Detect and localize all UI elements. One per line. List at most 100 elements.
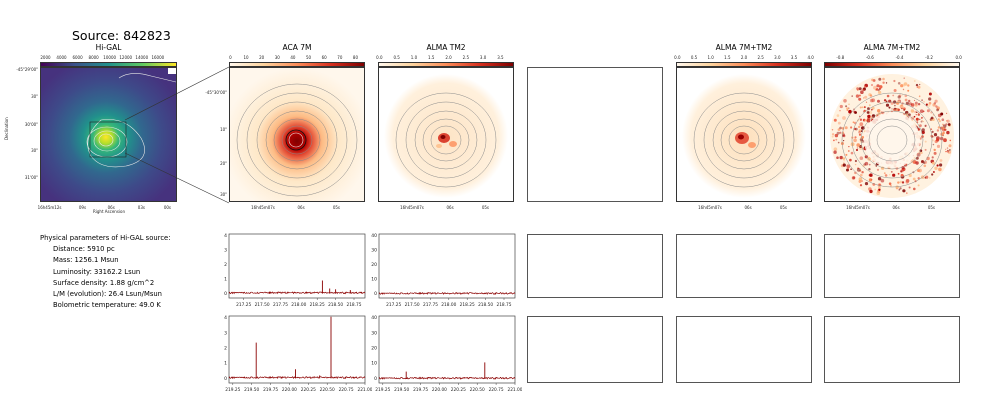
speckle xyxy=(846,164,851,169)
speckle xyxy=(836,156,839,159)
spectrum-y-tick: 40 xyxy=(371,315,377,321)
speckle xyxy=(913,99,916,102)
speckle xyxy=(910,109,915,113)
speckle xyxy=(913,187,916,191)
speckle xyxy=(852,121,855,124)
speckle xyxy=(921,135,924,138)
speckle xyxy=(859,118,863,121)
speckle xyxy=(905,180,909,184)
speckle xyxy=(873,85,877,90)
speckle xyxy=(854,163,857,166)
colorbar-tick: 50 xyxy=(306,55,312,60)
speckle xyxy=(919,83,921,86)
higal-image xyxy=(40,67,177,202)
speckle xyxy=(899,187,902,190)
speckle xyxy=(924,148,927,151)
speckle xyxy=(939,163,943,167)
speckle xyxy=(903,77,905,79)
speckle xyxy=(889,174,891,176)
speckle xyxy=(902,83,906,87)
colorbar-tick: 3.0 xyxy=(479,55,487,60)
speckle xyxy=(845,153,848,156)
x-tick-label: 06s xyxy=(107,205,115,210)
speckle xyxy=(932,143,935,146)
speckle xyxy=(888,106,891,109)
speckle xyxy=(901,181,905,184)
speckle xyxy=(856,89,859,91)
speckle xyxy=(928,97,932,101)
x-tick-label: 16h45m07s xyxy=(846,205,870,210)
speckle xyxy=(942,123,944,126)
spectrum-x-tick: 221.00 xyxy=(507,387,522,393)
colorbar-tick: 0 xyxy=(229,55,232,60)
speckle xyxy=(897,100,900,104)
speckle xyxy=(862,88,865,91)
speckle xyxy=(885,82,888,84)
spectrum-x-tick: 219.50 xyxy=(244,387,259,393)
speckle xyxy=(892,108,896,111)
speckle xyxy=(920,120,923,123)
colorbar-tick: 4000 xyxy=(56,55,67,60)
speckle xyxy=(868,163,871,166)
page-title: Source: 842823 xyxy=(72,28,171,43)
empty-panel-row1 xyxy=(527,234,663,298)
speckle xyxy=(839,110,841,112)
speckle xyxy=(888,182,892,185)
speckle xyxy=(894,104,896,107)
speckle xyxy=(849,158,852,162)
speckle xyxy=(858,177,863,181)
spectrum-y-tick: 0 xyxy=(374,376,377,382)
y-tick-label: -45°29'00" xyxy=(16,66,38,72)
aca-spectrum-row1: 0 1 2 3 4 217.25 217.50 217.75 218.00 218.25 218.5… xyxy=(224,233,366,308)
speckle xyxy=(844,126,848,130)
speckle xyxy=(898,94,902,98)
x-tick-label: 09s xyxy=(78,205,87,210)
physical-params: Physical parameters of Hi-GAL source: Di… xyxy=(40,233,171,311)
speckle xyxy=(879,85,883,89)
spectrum-x-tick: 220.50 xyxy=(470,387,485,393)
x-tick-label: 05s xyxy=(481,205,490,210)
param-luminosity: Luminosity: 33162.2 Lsun xyxy=(53,267,141,276)
speckle xyxy=(833,139,835,142)
speckle xyxy=(848,103,850,106)
spectrum-y-tick: 30 xyxy=(371,330,377,336)
speckle xyxy=(932,114,934,116)
y-tick-label: 10" xyxy=(220,127,227,133)
speckle xyxy=(848,109,852,114)
y-tick-label: 31'00" xyxy=(24,174,38,180)
empty-panel-row2 xyxy=(527,316,663,383)
speckle xyxy=(877,90,882,95)
param-distance: Distance: 5910 pc xyxy=(53,245,115,254)
speckle xyxy=(931,156,934,159)
params-header: Physical parameters of Hi-GAL source: xyxy=(40,234,171,242)
spectrum-x-tick: 219.75 xyxy=(263,387,278,393)
speckle xyxy=(848,146,850,148)
spectrum-x-tick: 217.50 xyxy=(255,302,270,308)
speckle xyxy=(855,94,860,98)
spectrum-y-tick: 2 xyxy=(224,262,227,268)
speckle xyxy=(936,129,940,132)
speckle xyxy=(933,136,935,138)
spectrum-y-tick: 4 xyxy=(224,315,227,321)
spectrum-x-tick: 217.75 xyxy=(273,302,288,308)
speckle xyxy=(904,98,908,102)
combo-title: ALMA 7M+TM2 xyxy=(715,43,773,52)
colorbar-tick: 4.0 xyxy=(807,55,814,60)
speckle xyxy=(861,180,863,182)
combo-neg-spectrum-row1 xyxy=(824,234,960,298)
speckle xyxy=(839,155,843,160)
spectrum-x-tick: 217.25 xyxy=(386,302,401,308)
speckle xyxy=(856,147,859,149)
speckle xyxy=(900,170,903,173)
spectrum-y-tick: 0 xyxy=(224,376,227,382)
speckle xyxy=(843,160,845,162)
spectrum-frame xyxy=(228,315,366,384)
speckle xyxy=(839,126,842,130)
speckle xyxy=(869,189,873,194)
speckle xyxy=(897,172,900,175)
speckle xyxy=(910,159,915,163)
colorbar-tick: 0.0 xyxy=(376,55,383,60)
speckle xyxy=(932,103,936,107)
spectrum-y-tick: 40 xyxy=(371,233,377,239)
speckle xyxy=(846,107,849,110)
